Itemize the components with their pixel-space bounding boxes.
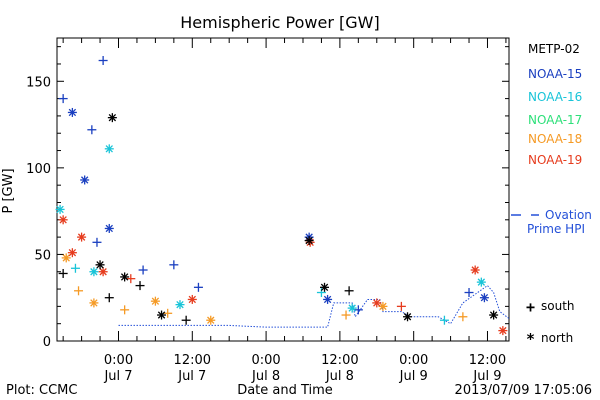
point-noaa-15-star <box>104 223 114 233</box>
point-noaa-19-star <box>77 232 87 242</box>
x-tick-label-time: 0:00 <box>399 353 428 368</box>
x-tick-label-date: Jul 8 <box>251 369 280 384</box>
point-noaa-15-plus <box>193 282 203 292</box>
point-metp-02-plus <box>104 293 114 303</box>
x-tick-label-date: Jul 8 <box>325 369 354 384</box>
x-tick-label-time: 0:00 <box>251 353 280 368</box>
point-metp-02-star <box>304 236 314 246</box>
point-noaa-16-star <box>55 204 65 214</box>
x-tick-label-date: Jul 9 <box>399 369 428 384</box>
legend-label-noaa-18: NOAA-18 <box>528 132 582 146</box>
legend-south-label: south <box>541 299 575 313</box>
x-tick-label-date: Jul 7 <box>177 369 206 384</box>
point-noaa-15-plus <box>87 125 97 135</box>
y-tick-label: 100 <box>26 162 51 177</box>
point-noaa-19-star <box>498 326 508 336</box>
point-noaa-15-star <box>323 294 333 304</box>
point-noaa-18-plus <box>458 312 468 322</box>
point-metp-02-star <box>95 260 105 270</box>
point-noaa-18-plus <box>120 305 130 315</box>
footer-plot-credit: Plot: CCMC <box>6 383 77 398</box>
x-tick-label-time: 12:00 <box>174 353 211 368</box>
y-tick-label: 50 <box>34 248 51 263</box>
point-noaa-16-star <box>104 144 114 154</box>
point-noaa-18-star <box>150 296 160 306</box>
legend-star-symbol: * <box>526 330 535 348</box>
point-noaa-15-plus <box>169 260 179 270</box>
x-tick-label-date: Jul 9 <box>472 369 501 384</box>
point-noaa-18-plus <box>163 308 173 318</box>
point-noaa-16-star <box>89 267 99 277</box>
legend: METP-02 NOAA-15 NOAA-16 NOAA-17 NOAA-18 … <box>511 42 592 348</box>
plot-frame <box>56 37 510 342</box>
point-noaa-19-plus <box>396 301 406 311</box>
legend-label-metp-02: METP-02 <box>528 42 580 56</box>
point-noaa-16-star <box>175 300 185 310</box>
point-noaa-16-plus <box>439 315 449 325</box>
legend-plus-symbol: + <box>526 298 535 316</box>
x-axis-title: Date and Time <box>237 383 333 398</box>
ovation-prime-hpi-line <box>118 284 510 328</box>
legend-label-noaa-17: NOAA-17 <box>528 113 582 127</box>
point-noaa-19-star <box>98 267 108 277</box>
legend-label-noaa-15: NOAA-15 <box>528 67 582 81</box>
x-tick-label-time: 12:00 <box>321 353 358 368</box>
legend-north-label: north <box>541 331 573 345</box>
point-metp-02-star <box>157 310 167 320</box>
point-metp-02-plus <box>344 286 354 296</box>
point-noaa-18-star <box>378 301 388 311</box>
point-metp-02-star <box>403 312 413 322</box>
point-noaa-19-star <box>187 294 197 304</box>
point-noaa-18-plus <box>341 310 351 320</box>
point-noaa-19-star <box>372 298 382 308</box>
point-metp-02-star <box>320 282 330 292</box>
y-tick-label: 150 <box>26 75 51 90</box>
point-noaa-15-star <box>479 293 489 303</box>
x-tick-label-date: Jul 7 <box>103 369 132 384</box>
point-noaa-16-star <box>347 303 357 313</box>
point-noaa-15-plus <box>58 94 68 104</box>
point-noaa-19-star <box>67 248 77 258</box>
y-axis-label: P [GW] <box>1 168 16 213</box>
chart-title: Hemispheric Power [GW] <box>180 13 379 32</box>
point-noaa-15-star <box>80 175 90 185</box>
legend-label-noaa-16: NOAA-16 <box>528 90 582 104</box>
point-noaa-15-plus <box>92 237 102 247</box>
point-noaa-15-plus <box>464 288 474 298</box>
point-noaa-19-star <box>470 265 480 275</box>
point-metp-02-star <box>107 113 117 123</box>
point-noaa-18-star <box>89 298 99 308</box>
point-metp-02-plus <box>135 281 145 291</box>
point-noaa-18-star <box>61 253 71 263</box>
ovation-polyline <box>118 284 510 328</box>
y-axis: 0 50 100 150 <box>26 46 509 350</box>
data-points <box>55 56 508 336</box>
point-noaa-18-star <box>206 315 216 325</box>
point-noaa-15-plus <box>353 305 363 315</box>
y-tick-label: 0 <box>43 335 51 350</box>
point-metp-02-star <box>120 272 130 282</box>
point-metp-02-plus <box>181 315 191 325</box>
x-tick-label-time: 12:00 <box>469 353 506 368</box>
point-noaa-19-plus <box>126 274 136 284</box>
point-noaa-19-star <box>58 215 68 225</box>
x-tick-label-time: 0:00 <box>104 353 133 368</box>
point-noaa-15-star <box>67 107 77 117</box>
point-noaa-16-plus <box>70 263 80 273</box>
point-noaa-18-plus <box>74 286 84 296</box>
point-noaa-15-plus <box>138 265 148 275</box>
point-noaa-16-star <box>476 277 486 287</box>
footer-timestamp: 2013/07/09 17:05:06 <box>455 383 592 398</box>
point-noaa-15-plus <box>98 56 108 66</box>
point-metp-02-plus <box>58 268 68 278</box>
point-metp-02-star <box>489 310 499 320</box>
legend-ovation-label-line1: Ovation <box>545 208 592 222</box>
legend-label-noaa-19: NOAA-19 <box>528 153 582 167</box>
legend-ovation-label-line2: Prime HPI <box>527 222 585 236</box>
